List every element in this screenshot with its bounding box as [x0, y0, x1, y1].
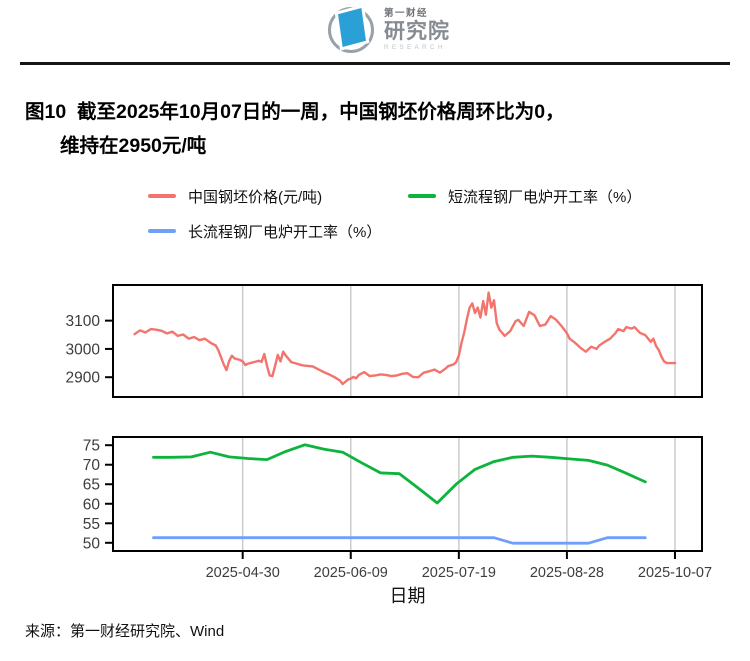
- legend-row: 中国钢坯价格(元/吨) 短流程钢厂电炉开工率（%）: [148, 186, 641, 206]
- y-tick-label: 3000: [66, 341, 101, 358]
- panel-background: [113, 437, 702, 551]
- yicai-research-logo-icon: [327, 6, 375, 54]
- y-tick-label: 75: [83, 438, 100, 455]
- y-tick-label: 65: [83, 477, 100, 494]
- legend-item-price: 中国钢坯价格(元/吨): [148, 186, 408, 207]
- y-tick-label: 60: [83, 496, 101, 513]
- x-tick-label: 2025-08-28: [530, 565, 604, 581]
- legend-row: 长流程钢厂电炉开工率（%）: [148, 221, 641, 241]
- legend-item-long-process: 长流程钢厂电炉开工率（%）: [148, 221, 408, 242]
- short-process-line-swatch-icon: [408, 194, 436, 198]
- panel-border: [112, 284, 703, 398]
- x-tick-label: 2025-06-09: [314, 565, 388, 581]
- logo-text-top: 第一财经: [384, 8, 429, 20]
- x-tick-label: 2025-10-07: [638, 565, 712, 581]
- y-tick-label: 3100: [66, 313, 101, 330]
- long-process-line: [152, 536, 647, 545]
- chart-legend: 中国钢坯价格(元/吨) 短流程钢厂电炉开工率（%） 长流程钢厂电炉开工率（%）: [148, 186, 641, 256]
- y-tick-label: 55: [83, 516, 100, 533]
- figure-title-line2: 维持在2950元/吨: [60, 135, 207, 157]
- logo-text: 第一财经 研究院 RESEARCH: [384, 8, 450, 51]
- y-tick-label: 70: [83, 457, 101, 474]
- legend-label: 短流程钢厂电炉开工率（%）: [448, 188, 642, 206]
- panel-background: [113, 285, 702, 397]
- logo-text-main: 研究院: [384, 19, 450, 43]
- panel-border: [112, 436, 703, 552]
- logo-ring-icon: [328, 7, 374, 53]
- legend-item-short-process: 短流程钢厂电炉开工率（%）: [408, 186, 641, 207]
- logo-text-sub: RESEARCH: [384, 43, 446, 51]
- price-line-swatch-icon: [148, 194, 176, 198]
- header-divider: [20, 62, 730, 65]
- brand-header: 第一财经 研究院 RESEARCH: [327, 6, 450, 54]
- figure-title: 图10 截至2025年10月07日的一周，中国钢坯价格周环比为0， 维持在2950…: [25, 95, 565, 163]
- y-tick-label: 50: [83, 535, 101, 552]
- legend-label: 中国钢坯价格(元/吨): [188, 188, 323, 206]
- x-tick-label: 2025-04-30: [206, 565, 280, 581]
- short-process-line: [152, 443, 647, 505]
- long-process-line-swatch-icon: [148, 229, 176, 233]
- legend-label: 长流程钢厂电炉开工率（%）: [188, 223, 382, 241]
- source-note: 来源：第一财经研究院、Wind: [25, 623, 225, 640]
- y-tick-label: 2900: [66, 370, 101, 387]
- x-tick-label: 2025-07-19: [422, 565, 496, 581]
- figure-title-line1: 图10 截至2025年10月07日的一周，中国钢坯价格周环比为0，: [25, 101, 565, 123]
- price-line: [133, 291, 677, 386]
- x-axis-title: 日期: [390, 586, 426, 606]
